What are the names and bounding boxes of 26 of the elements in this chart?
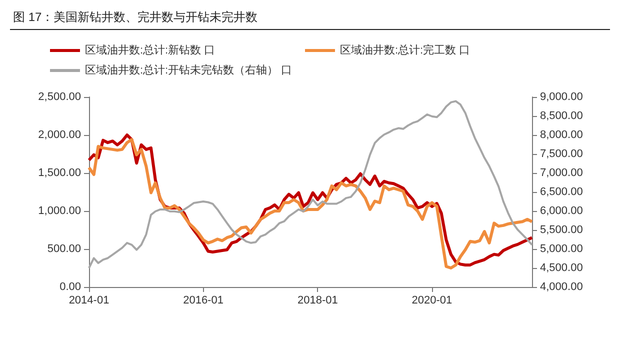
y-tick-label: 1,000.00 (38, 205, 81, 217)
y2-tick-label: 7,500.00 (540, 148, 583, 160)
y2-tick-label: 4,500.00 (540, 262, 583, 274)
y2-tick-label: 5,500.00 (540, 224, 583, 236)
y2-tick-label: 5,000.00 (540, 243, 583, 255)
y2-tick-label: 6,000.00 (540, 205, 583, 217)
y2-tick-label: 8,000.00 (540, 129, 583, 141)
y2-tick-label: 7,000.00 (540, 167, 583, 179)
y2-tick-label: 9,000.00 (540, 91, 583, 103)
legend-label: 区域油井数:总计:开钻未完钻数（右轴） 口 (85, 64, 292, 76)
y-tick-label: 2,000.00 (38, 129, 81, 141)
x-tick-label: 2020-01 (412, 294, 452, 306)
line-series (88, 100, 533, 269)
legend-label: 区域油井数:总计:新钻数 口 (85, 44, 216, 56)
x-tick-label: 2018-01 (298, 294, 338, 306)
y2-tick-label: 8,500.00 (540, 110, 583, 122)
y2-tick-label: 4,000.00 (540, 281, 583, 293)
x-tick-label: 2016-01 (183, 294, 224, 306)
chart-title: 图 17：美国新钻井数、完井数与开钻未完井数 (13, 10, 258, 24)
y2-tick-label: 6,500.00 (540, 186, 583, 198)
y-tick-label: 500.00 (47, 243, 81, 255)
y-tick-label: 1,500.00 (38, 167, 81, 179)
y-tick-label: 2,500.00 (38, 91, 81, 103)
legend-label: 区域油井数:总计:完工数 口 (340, 44, 470, 56)
x-tick-label: 2014-01 (68, 294, 110, 306)
y-tick-label: 0.00 (60, 281, 81, 293)
